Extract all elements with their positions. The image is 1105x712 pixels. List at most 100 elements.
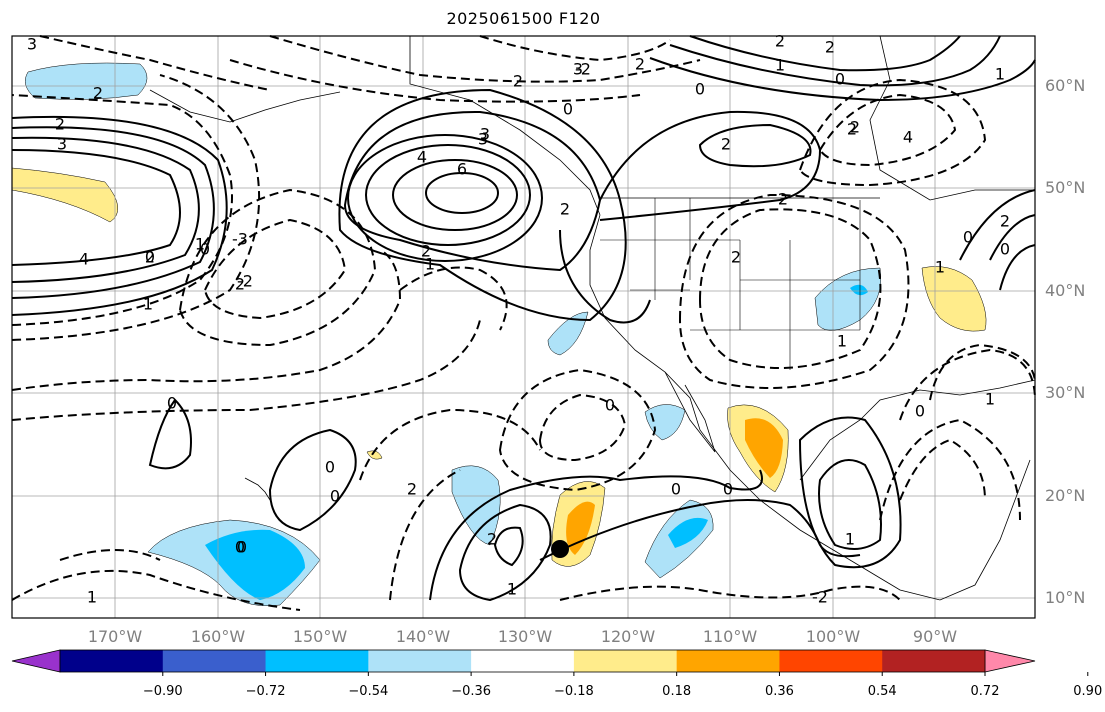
- contour-neg-plains2: [678, 193, 910, 389]
- contour-label: 4: [79, 250, 89, 269]
- lon-label: 90°W: [912, 627, 958, 646]
- contour-label: 2: [1000, 212, 1010, 231]
- contour-high-5: [392, 159, 518, 231]
- contour-label: 3: [573, 60, 583, 79]
- shade-blue-hawaii-core: [205, 529, 305, 600]
- lat-label: 40°N: [1045, 281, 1086, 300]
- contour-trough-0: [148, 398, 192, 470]
- colorbar-segment: [162, 650, 267, 672]
- contours-positive: [11, 35, 1036, 602]
- contour-dateline-1: [11, 115, 228, 316]
- colorbar-tick-label: −0.72: [245, 684, 286, 699]
- contour-neg-gulf-ak1: [269, 35, 701, 83]
- contour-neg-w3: [39, 35, 271, 91]
- contour-label: 2: [93, 84, 103, 103]
- contour-neg-sw2: [11, 569, 301, 611]
- contour-label: 0: [695, 80, 705, 99]
- contour-neg-sw1: [59, 549, 161, 561]
- contour-mex-2: [818, 459, 882, 550]
- storm-center-marker: [551, 540, 569, 558]
- contour-label: 0: [835, 70, 845, 89]
- contour-label: 1: [507, 580, 517, 599]
- coast-hudson: [869, 35, 1035, 201]
- contour-dateline-3: [11, 136, 200, 283]
- contour-label: 2: [407, 480, 417, 499]
- contour-label: 2: [731, 248, 741, 267]
- contour-neg-1-pac: [11, 249, 402, 391]
- contour-label: 3: [27, 35, 37, 54]
- lon-label: 120°W: [600, 627, 656, 646]
- contour-high-3: [347, 134, 543, 262]
- contour-neg-w2: [11, 74, 261, 341]
- contour-neg-ak-tr: [818, 93, 957, 167]
- contour-label: 0: [963, 228, 973, 247]
- contour-label: 0: [235, 538, 245, 557]
- coast-baja: [664, 371, 716, 453]
- shade-blue-plains: [814, 267, 882, 331]
- shade-yellow-great-lakes: [921, 266, 987, 332]
- state-borders: [600, 198, 861, 370]
- contour-label: 0: [145, 248, 155, 267]
- contour-neg-ak3: [479, 35, 671, 62]
- gridlines: [12, 36, 1035, 618]
- contour-label: -2: [575, 60, 591, 79]
- contour-label: 0: [671, 480, 681, 499]
- coast-alaska: [409, 36, 601, 216]
- contour-dateline-4: [11, 149, 181, 266]
- contour-neg-se2: [899, 348, 1036, 421]
- lat-label: 10°N: [1045, 588, 1086, 607]
- colorbar-segment: [779, 650, 883, 672]
- contour-low-3: [458, 503, 552, 602]
- contour-hudson-3: [649, 57, 1036, 102]
- contour-label: 2: [850, 118, 860, 137]
- lat-label: 50°N: [1045, 178, 1086, 197]
- colorbar-tick-label: −0.90: [142, 684, 183, 699]
- colorbar-tick-label: 0.72: [970, 684, 1000, 699]
- colorbar-tick-label: −0.18: [553, 684, 594, 699]
- contour-neg-0-pac: [11, 319, 481, 421]
- colorbar-tick-label: 0.90: [1073, 684, 1103, 699]
- contour-neg-2-pac: [178, 188, 377, 347]
- contour-neg-east-pac1: [538, 393, 627, 462]
- colorbar-tick-label: 0.18: [662, 684, 692, 699]
- contour-label: 3: [57, 135, 67, 154]
- colorbar-tick-label: −0.54: [348, 684, 389, 699]
- shade-blue-115w-core: [668, 517, 708, 548]
- coast-hawaii: [244, 477, 271, 501]
- contour-label: 0: [563, 100, 573, 119]
- contour-label: 2: [560, 200, 570, 219]
- contour-label: 2: [145, 248, 155, 267]
- contour-label: 0: [723, 480, 733, 499]
- colorbar-extend-high: [984, 649, 1036, 673]
- lat-label: 60°N: [1045, 76, 1086, 95]
- shade-blue-140w: [451, 465, 501, 546]
- shade-orange-mexico: [745, 418, 783, 478]
- colorbar: [11, 649, 1089, 676]
- colorbar-segment: [676, 650, 780, 672]
- contour-label: 2: [55, 115, 65, 134]
- contour-label: 1: [995, 65, 1005, 84]
- contour-label: 2: [235, 275, 245, 294]
- lon-label: 100°W: [805, 627, 861, 646]
- contour-label: 3: [478, 130, 488, 149]
- contour-label: 3: [480, 125, 490, 144]
- contour-label: 2: [635, 55, 645, 74]
- colorbar-tick-label: 0.36: [764, 684, 794, 699]
- colorbar-segment: [471, 650, 575, 672]
- contour-high-2: [343, 110, 602, 272]
- contour-label: 0: [167, 394, 177, 413]
- contour-label: 0: [200, 240, 210, 259]
- contour-label: 1: [195, 235, 205, 254]
- contour-east-1: [959, 189, 1036, 261]
- contour-neg-trop3: [559, 585, 901, 601]
- contour-label: 0: [237, 538, 247, 557]
- coast-na-west: [589, 214, 1031, 601]
- colorbar-segment: [882, 650, 986, 672]
- contour-high-1: [338, 88, 627, 322]
- contour-label: 2: [513, 72, 523, 91]
- contour-label: 2: [825, 38, 835, 57]
- contour-label: 1: [87, 588, 97, 607]
- contour-label: 0: [1000, 240, 1010, 259]
- contour-label: 1: [425, 255, 435, 274]
